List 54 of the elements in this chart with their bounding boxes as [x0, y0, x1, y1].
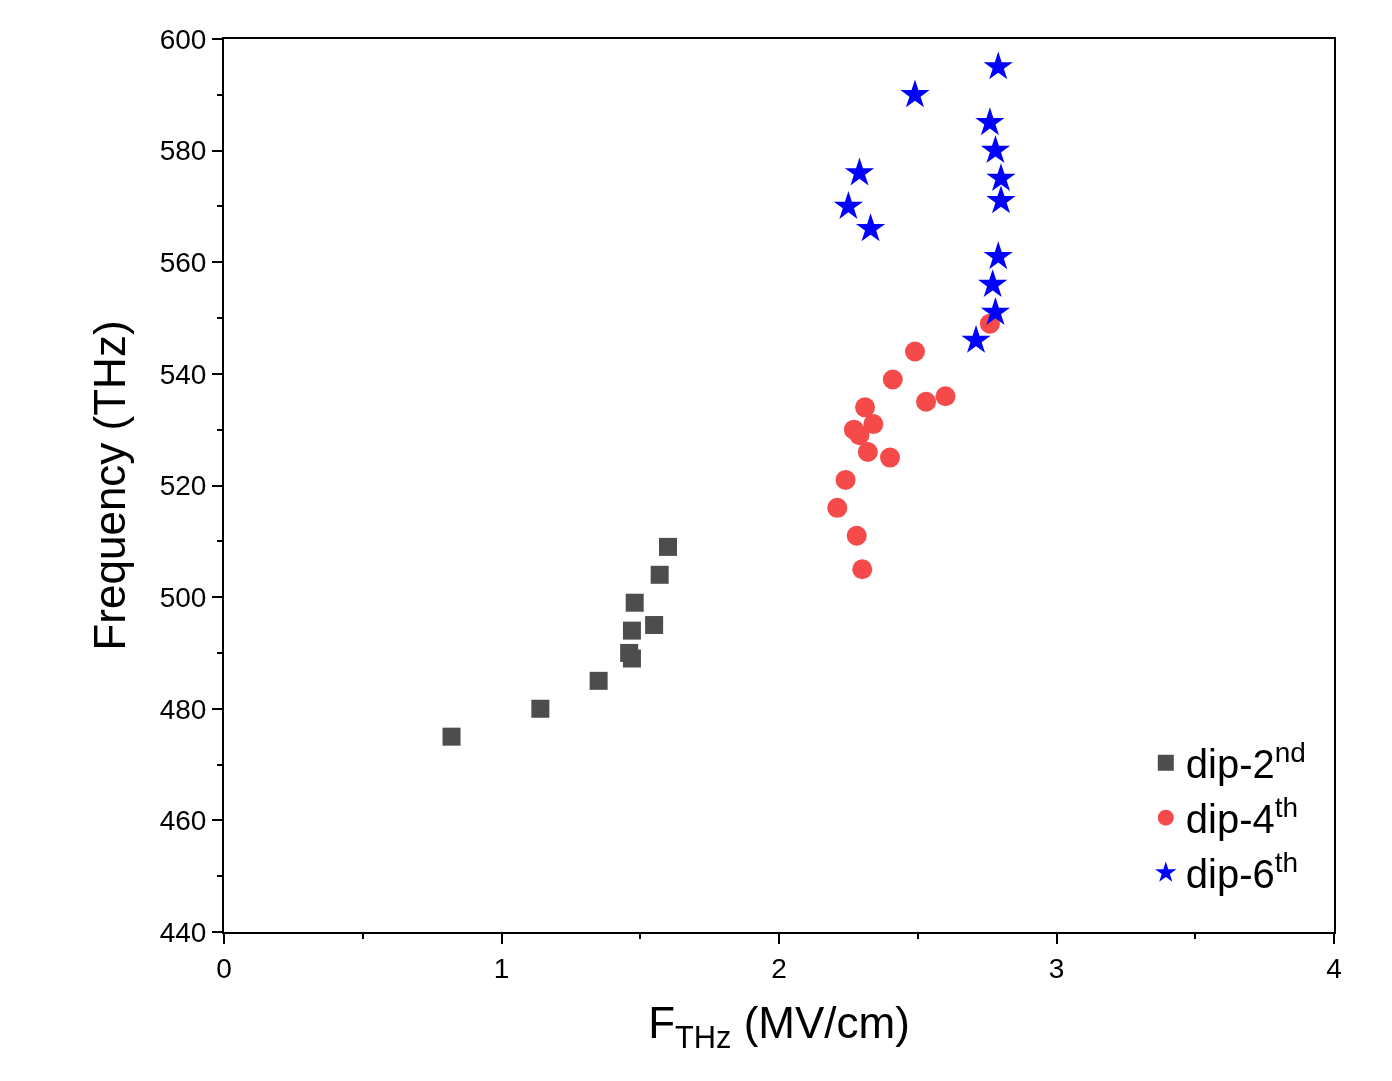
point	[855, 213, 886, 242]
y-tick-label: 540	[159, 358, 207, 390]
y-tick-label: 480	[159, 693, 207, 725]
point	[863, 414, 884, 435]
x-axis-title: F$_{THz}$ (MV/cm)	[648, 998, 910, 1055]
point	[531, 699, 550, 718]
y-tick-label: 440	[159, 916, 207, 948]
legend-label: dip-6$^{th}$	[1185, 846, 1299, 897]
point	[645, 616, 664, 635]
x-tick-label: 4	[1326, 952, 1342, 984]
y-tick-label: 580	[159, 135, 207, 167]
x-tick-label: 1	[493, 952, 510, 984]
point	[900, 79, 930, 108]
point	[857, 442, 878, 462]
point	[442, 727, 461, 746]
point	[986, 163, 1016, 191]
point	[983, 51, 1013, 80]
point	[844, 157, 875, 186]
point	[916, 391, 937, 412]
point	[935, 386, 956, 407]
point	[852, 559, 873, 580]
point	[622, 649, 641, 668]
point	[975, 107, 1005, 136]
point	[980, 297, 1011, 325]
point	[978, 269, 1008, 298]
point	[849, 425, 870, 446]
point	[846, 525, 867, 546]
point	[880, 447, 900, 468]
y-tick-label: 520	[159, 470, 207, 502]
y-tick-label: 460	[159, 805, 207, 837]
y-axis-title: Frequency (THz)	[85, 320, 135, 651]
point	[833, 191, 864, 219]
y-tick-label: 560	[159, 247, 207, 279]
y-tick-label: 600	[159, 23, 207, 55]
x-tick-label: 2	[771, 952, 787, 984]
point	[650, 565, 669, 584]
point	[980, 135, 1011, 164]
legend-label: dip-4$^{th}$	[1185, 791, 1299, 842]
point	[986, 185, 1016, 214]
point	[589, 671, 608, 690]
point	[983, 241, 1013, 270]
point	[835, 469, 856, 490]
point	[622, 621, 641, 640]
legend-label: dip-2$^{nd}$	[1185, 736, 1306, 787]
point	[659, 537, 677, 556]
point	[882, 369, 903, 390]
point	[855, 397, 876, 418]
point	[904, 341, 925, 362]
point	[827, 497, 848, 518]
point	[625, 593, 644, 612]
x-tick-label: 3	[1048, 952, 1065, 984]
x-tick-label: 0	[216, 952, 232, 984]
point	[961, 324, 991, 353]
y-tick-label: 500	[159, 581, 207, 613]
